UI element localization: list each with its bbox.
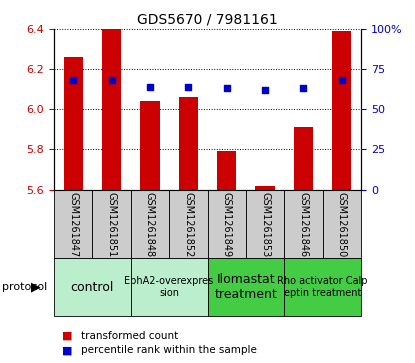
Bar — [140, 101, 159, 189]
Text: GSM1261851: GSM1261851 — [107, 192, 117, 257]
Bar — [131, 258, 208, 316]
Bar — [208, 189, 246, 258]
Text: Ilomastat
treatment: Ilomastat treatment — [215, 273, 277, 301]
Bar — [246, 189, 284, 258]
Point — [339, 78, 345, 83]
Bar — [54, 189, 92, 258]
Text: GSM1261850: GSM1261850 — [337, 192, 347, 257]
Text: transformed count: transformed count — [81, 331, 178, 341]
Bar — [332, 31, 352, 189]
Bar — [54, 258, 131, 316]
Bar — [256, 185, 275, 189]
Bar — [294, 127, 313, 189]
Text: GSM1261852: GSM1261852 — [183, 192, 193, 257]
Text: EphA2-overexpres
sion: EphA2-overexpres sion — [124, 276, 214, 298]
Point — [70, 78, 76, 83]
Bar — [284, 189, 323, 258]
Text: GSM1261848: GSM1261848 — [145, 192, 155, 257]
Text: control: control — [71, 281, 114, 294]
Bar — [169, 189, 208, 258]
Bar — [63, 57, 83, 189]
Title: GDS5670 / 7981161: GDS5670 / 7981161 — [137, 12, 278, 26]
Point — [108, 78, 115, 83]
Text: GSM1261847: GSM1261847 — [68, 192, 78, 257]
Text: Rho activator Calp
eptin treatment: Rho activator Calp eptin treatment — [277, 276, 368, 298]
Bar — [284, 258, 361, 316]
Bar — [102, 29, 121, 189]
Point — [223, 86, 230, 91]
Bar — [208, 258, 284, 316]
Point — [146, 84, 153, 90]
Point — [185, 84, 192, 90]
Bar — [179, 97, 198, 189]
Text: ■: ■ — [62, 345, 73, 355]
Point — [262, 87, 269, 93]
Text: GSM1261853: GSM1261853 — [260, 192, 270, 257]
Text: ■: ■ — [62, 331, 73, 341]
Bar — [131, 189, 169, 258]
Text: ▶: ▶ — [31, 281, 41, 294]
Bar — [217, 151, 236, 189]
Bar — [323, 189, 361, 258]
Text: protocol: protocol — [2, 282, 47, 292]
Point — [300, 86, 307, 91]
Text: GSM1261849: GSM1261849 — [222, 192, 232, 257]
Text: GSM1261846: GSM1261846 — [298, 192, 308, 257]
Text: percentile rank within the sample: percentile rank within the sample — [81, 345, 257, 355]
Bar — [93, 189, 131, 258]
